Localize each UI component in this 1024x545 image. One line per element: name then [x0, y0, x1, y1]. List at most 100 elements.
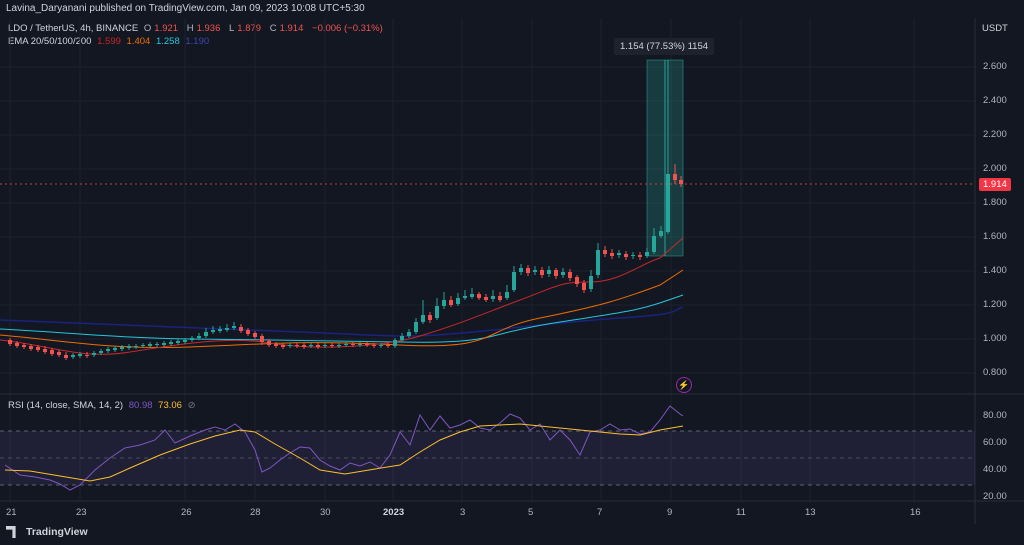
- symbol-name: LDO / TetherUS, 4h, BINANCE: [8, 23, 139, 34]
- candle-body: [85, 355, 89, 356]
- candle-body: [400, 336, 404, 340]
- time-tick: 2023: [383, 507, 405, 518]
- ema50-value: 1.404: [126, 36, 151, 47]
- candle-body: [372, 345, 376, 346]
- ema-label: EMA 20/50/100/200: [8, 36, 92, 47]
- candle-body: [50, 350, 54, 354]
- ohlc-open: O 1.921: [143, 23, 179, 34]
- candle-body: [679, 180, 683, 184]
- ohlc-low: L 1.879: [229, 23, 262, 34]
- candle-body: [253, 333, 257, 337]
- candle-body: [281, 345, 285, 347]
- candle-body: [57, 352, 61, 355]
- candle-body: [120, 347, 124, 349]
- candle-body: [218, 329, 222, 331]
- candle-body: [498, 296, 502, 300]
- price-tick: 0.800: [983, 367, 1007, 378]
- candle-body: [554, 270, 558, 276]
- candle-body: [449, 300, 453, 305]
- candle-body: [631, 255, 635, 256]
- time-tick: 5: [528, 507, 534, 518]
- rsi-tick: 60.00: [983, 437, 1007, 448]
- candle-body: [183, 340, 187, 342]
- rsi-sma-value: 73.06: [158, 400, 182, 411]
- candle-body: [393, 340, 397, 346]
- time-tick: 13: [805, 507, 816, 518]
- candle-body: [505, 292, 509, 298]
- candle-body: [582, 283, 586, 290]
- candle-body: [225, 328, 229, 330]
- candle-body: [575, 277, 579, 284]
- candle-body: [92, 353, 96, 355]
- candle-body: [155, 344, 159, 345]
- candle-body: [197, 336, 201, 338]
- last-price-badge: 1.914: [979, 178, 1011, 191]
- hide-icon[interactable]: ⊘: [187, 400, 196, 411]
- candle-body: [169, 342, 173, 344]
- candle-body: [43, 349, 47, 352]
- candle-body: [344, 344, 348, 345]
- candle-body: [99, 351, 103, 353]
- candle-body: [491, 296, 495, 299]
- ema50-line: [0, 269, 684, 349]
- time-tick: 16: [910, 507, 921, 518]
- ema200-value: 1.190: [185, 36, 210, 47]
- candle-body: [232, 326, 236, 328]
- time-tick: 9: [667, 507, 673, 518]
- candle-body: [78, 354, 82, 356]
- candle-body: [484, 297, 488, 300]
- candle-body: [358, 344, 362, 345]
- candle-body: [519, 268, 523, 272]
- event-bolt-icon[interactable]: ⚡: [676, 377, 692, 393]
- candle-body: [470, 294, 474, 297]
- price-tick: 2.600: [983, 61, 1007, 72]
- candle-body: [204, 332, 208, 336]
- candle-body: [533, 270, 537, 272]
- ema20-value: 1.599: [97, 36, 121, 47]
- rsi-tick: 80.00: [983, 410, 1007, 421]
- candle-body: [64, 355, 68, 358]
- candle-body: [330, 345, 334, 346]
- price-tick: 1.000: [983, 333, 1007, 344]
- candle-body: [127, 346, 131, 348]
- rsi-legend[interactable]: RSI (14, close, SMA, 14, 2) 80.98 73.06 …: [8, 400, 199, 412]
- candle-body: [610, 253, 614, 256]
- ohlc-high: H 1.936: [186, 23, 221, 34]
- rsi-line: [4, 405, 684, 491]
- ema-legend[interactable]: EMA 20/50/100/200 1.599 1.404 1.258 1.19…: [8, 36, 212, 48]
- ema20-line: [0, 237, 684, 355]
- ohlc-close: C 1.914: [269, 23, 304, 34]
- ema200-line: [0, 306, 684, 337]
- candle-body: [407, 332, 411, 336]
- ema100-line: [0, 294, 684, 343]
- candle-body: [421, 315, 425, 322]
- candle-body: [323, 345, 327, 346]
- tradingview-logo-text: TradingView: [26, 526, 88, 538]
- candle-body: [309, 345, 313, 346]
- time-tick: 23: [76, 507, 87, 518]
- symbol-legend[interactable]: LDO / TetherUS, 4h, BINANCE O 1.921 H 1.93…: [8, 23, 386, 35]
- candle-body: [596, 250, 600, 275]
- candle-body: [435, 306, 439, 318]
- time-tick: 26: [181, 507, 192, 518]
- candle-body: [246, 330, 250, 334]
- candle-body: [22, 345, 26, 347]
- rsi-value: 80.98: [128, 400, 153, 411]
- candle-body: [463, 296, 467, 298]
- tradingview-logo[interactable]: TradingView: [6, 526, 88, 538]
- candle-body: [624, 254, 628, 257]
- candle-body: [113, 348, 117, 350]
- price-tick: 1.600: [983, 231, 1007, 242]
- candle-body: [456, 298, 460, 304]
- candle-body: [141, 345, 145, 346]
- candle-body: [260, 336, 264, 342]
- price-tick: 1.200: [983, 299, 1007, 310]
- candle-body: [547, 270, 551, 274]
- rsi-sma-line: [4, 423, 684, 482]
- candle-body: [71, 355, 75, 357]
- candle-body: [659, 231, 663, 236]
- candle-body: [645, 252, 649, 256]
- candle-body: [652, 236, 656, 252]
- footer-bar: [0, 524, 1024, 545]
